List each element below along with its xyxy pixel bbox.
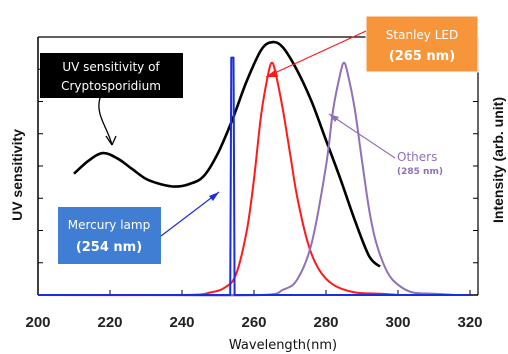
annotation-mercury-lamp: Mercury lamp (254 nm) xyxy=(58,191,220,264)
annotation-cryptosporidium-line2: Cryptosporidium xyxy=(61,79,161,93)
series-line-others xyxy=(145,61,456,297)
annotation-cryptosporidium-line1: UV sensitivity of xyxy=(62,60,160,74)
annotation-others: Others (285 nm) xyxy=(328,113,443,177)
annotation-stanley-led: Stanley LED (265 nm) xyxy=(265,15,479,78)
annotation-cryptosporidium: UV sensitivity of Cryptosporidium xyxy=(40,53,183,146)
x-tick-label: 200 xyxy=(25,314,50,331)
annotation-mercury-lamp-arrowhead xyxy=(209,192,219,201)
annotation-stanley-led-line2: (265 nm) xyxy=(389,49,455,64)
x-tick-label: 320 xyxy=(457,314,482,331)
annotation-others-pointer xyxy=(328,113,396,159)
y-axis-label-right: Intensity (arb. unit) xyxy=(490,97,506,223)
annotation-mercury-lamp-line1: Mercury lamp xyxy=(68,218,150,232)
series-line-mercury-lamp xyxy=(38,56,470,296)
y-axis-label-left: UV sensitivity xyxy=(9,129,25,221)
annotation-stanley-led-arrowhead xyxy=(266,69,278,77)
annotation-others-arrowhead xyxy=(329,114,339,122)
annotation-stanley-led-pointer xyxy=(265,30,367,78)
series-line-cryptosporidium xyxy=(73,40,381,268)
x-tick-label: 220 xyxy=(97,314,122,331)
annotation-cryptosporidium-box xyxy=(40,53,183,98)
series-layer xyxy=(37,40,470,297)
annotation-cryptosporidium-pointer xyxy=(98,97,113,146)
annotation-others-line2: (285 nm) xyxy=(397,167,443,177)
x-tick-label: 300 xyxy=(385,314,410,331)
annotation-stanley-led-box xyxy=(365,15,479,73)
x-ticks: 200 220 240 260 280 300 320 xyxy=(25,290,483,331)
annotation-mercury-lamp-pointer xyxy=(160,191,220,237)
x-tick-label: 240 xyxy=(169,314,194,331)
x-tick-label: 280 xyxy=(313,314,338,331)
annotation-cryptosporidium-arrowhead xyxy=(105,135,117,146)
annotation-others-line1: Others xyxy=(397,150,437,164)
annotation-stanley-led-line1: Stanley LED xyxy=(386,28,458,42)
x-axis-label: Wavelength(nm) xyxy=(229,338,337,353)
x-tick-label: 260 xyxy=(241,314,266,331)
annotation-mercury-lamp-box xyxy=(58,207,161,264)
series-line-stanley-led xyxy=(37,61,399,297)
annotation-mercury-lamp-line2: (254 nm) xyxy=(76,240,142,255)
